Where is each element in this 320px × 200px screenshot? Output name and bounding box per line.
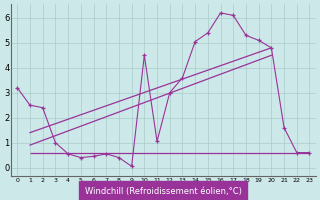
X-axis label: Windchill (Refroidissement éolien,°C): Windchill (Refroidissement éolien,°C) [85,187,242,196]
